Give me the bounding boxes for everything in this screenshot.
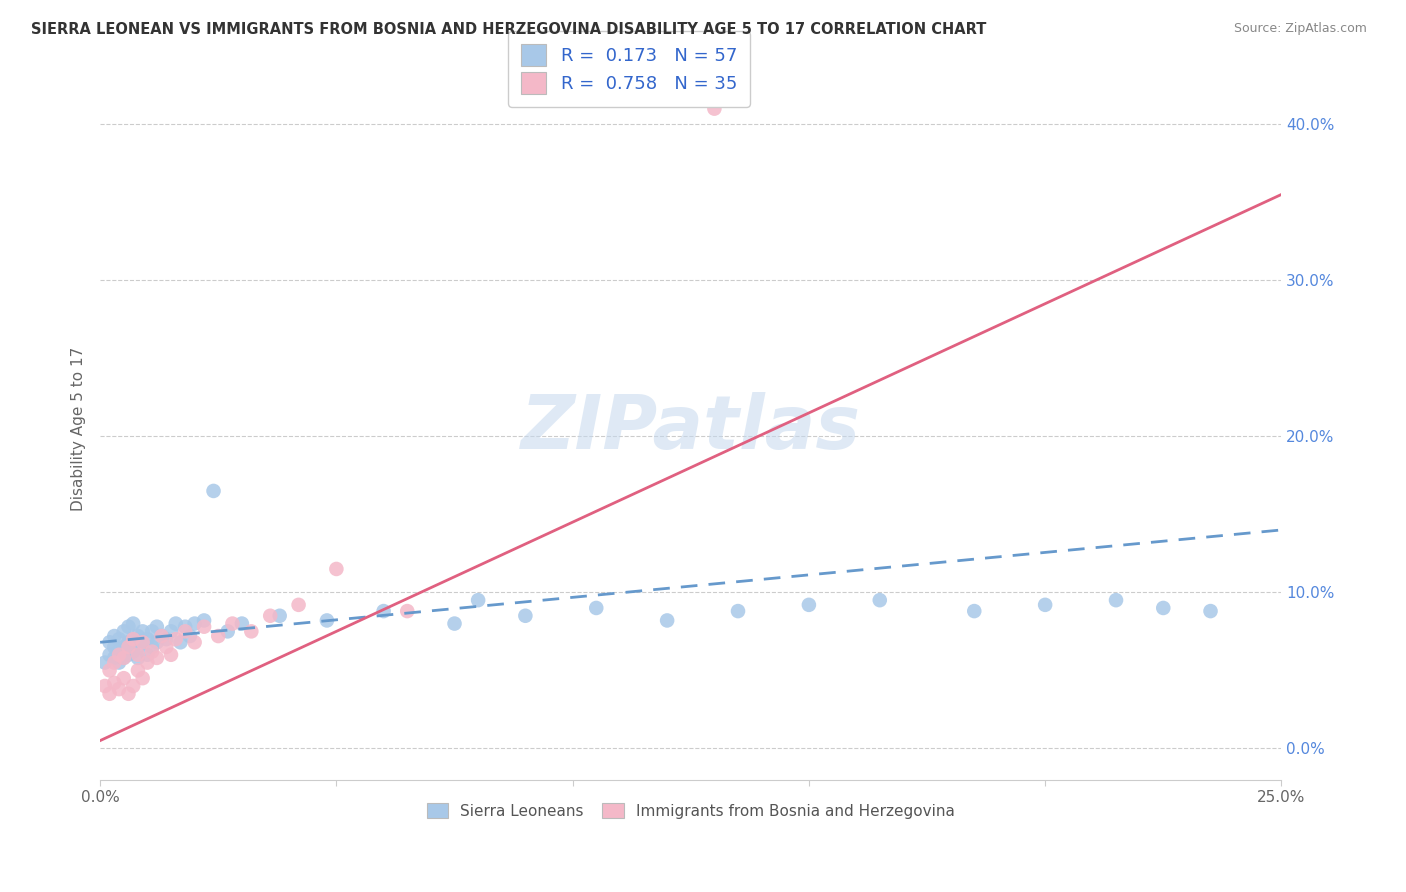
Y-axis label: Disability Age 5 to 17: Disability Age 5 to 17: [72, 346, 86, 510]
Point: [655, 614, 678, 628]
Point: [146, 651, 169, 665]
Point: [136, 632, 159, 647]
Point: [103, 676, 125, 690]
Text: Source: ZipAtlas.com: Source: ZipAtlas.com: [1233, 22, 1367, 36]
Point: [165, 616, 187, 631]
Point: [585, 601, 607, 615]
Point: [94, 679, 117, 693]
Point: [131, 671, 153, 685]
Point: [193, 614, 215, 628]
Point: [1152, 601, 1174, 615]
Point: [112, 651, 135, 665]
Point: [179, 629, 201, 643]
Point: [207, 629, 229, 643]
Point: [396, 604, 419, 618]
Point: [103, 656, 125, 670]
Point: [122, 679, 145, 693]
Point: [316, 614, 339, 628]
Point: [117, 687, 139, 701]
Point: [515, 608, 537, 623]
Point: [103, 629, 125, 643]
Point: [108, 632, 131, 647]
Point: [963, 604, 986, 618]
Text: ZIPatlas: ZIPatlas: [520, 392, 860, 465]
Point: [112, 624, 135, 639]
Point: [183, 616, 205, 631]
Point: [146, 620, 169, 634]
Point: [136, 648, 159, 662]
Point: [174, 620, 197, 634]
Point: [117, 620, 139, 634]
Point: [869, 593, 891, 607]
Point: [160, 648, 183, 662]
Point: [108, 648, 131, 662]
Point: [141, 640, 163, 654]
Point: [240, 624, 263, 639]
Point: [141, 645, 163, 659]
Point: [112, 671, 135, 685]
Point: [797, 598, 820, 612]
Point: [141, 624, 163, 639]
Point: [127, 629, 149, 643]
Point: [122, 632, 145, 647]
Point: [127, 640, 149, 654]
Point: [98, 687, 121, 701]
Point: [150, 629, 173, 643]
Point: [1199, 604, 1222, 618]
Legend: Sierra Leoneans, Immigrants from Bosnia and Herzegovina: Sierra Leoneans, Immigrants from Bosnia …: [420, 797, 960, 824]
Point: [98, 635, 121, 649]
Point: [117, 635, 139, 649]
Point: [131, 635, 153, 649]
Point: [1105, 593, 1128, 607]
Point: [202, 483, 225, 498]
Point: [98, 648, 121, 662]
Point: [98, 664, 121, 678]
Point: [373, 604, 395, 618]
Point: [122, 645, 145, 659]
Point: [155, 640, 177, 654]
Point: [127, 648, 149, 662]
Point: [727, 604, 749, 618]
Point: [112, 651, 135, 665]
Point: [94, 656, 117, 670]
Point: [146, 635, 169, 649]
Point: [165, 632, 187, 647]
Point: [160, 624, 183, 639]
Point: [703, 102, 725, 116]
Point: [122, 632, 145, 647]
Point: [193, 620, 215, 634]
Point: [131, 635, 153, 649]
Point: [108, 656, 131, 670]
Point: [108, 645, 131, 659]
Point: [269, 608, 291, 623]
Text: SIERRA LEONEAN VS IMMIGRANTS FROM BOSNIA AND HERZEGOVINA DISABILITY AGE 5 TO 17 : SIERRA LEONEAN VS IMMIGRANTS FROM BOSNIA…: [31, 22, 986, 37]
Point: [103, 651, 125, 665]
Point: [131, 624, 153, 639]
Point: [217, 624, 239, 639]
Point: [287, 598, 309, 612]
Point: [117, 640, 139, 654]
Point: [221, 616, 243, 631]
Point: [259, 608, 281, 623]
Point: [150, 629, 173, 643]
Point: [169, 635, 191, 649]
Point: [136, 656, 159, 670]
Point: [127, 664, 149, 678]
Point: [231, 616, 253, 631]
Point: [127, 651, 149, 665]
Point: [122, 616, 145, 631]
Point: [117, 648, 139, 662]
Point: [183, 635, 205, 649]
Point: [443, 616, 465, 631]
Point: [112, 640, 135, 654]
Point: [174, 624, 197, 639]
Point: [155, 632, 177, 647]
Point: [1033, 598, 1056, 612]
Point: [108, 682, 131, 697]
Point: [325, 562, 347, 576]
Point: [467, 593, 489, 607]
Point: [103, 640, 125, 654]
